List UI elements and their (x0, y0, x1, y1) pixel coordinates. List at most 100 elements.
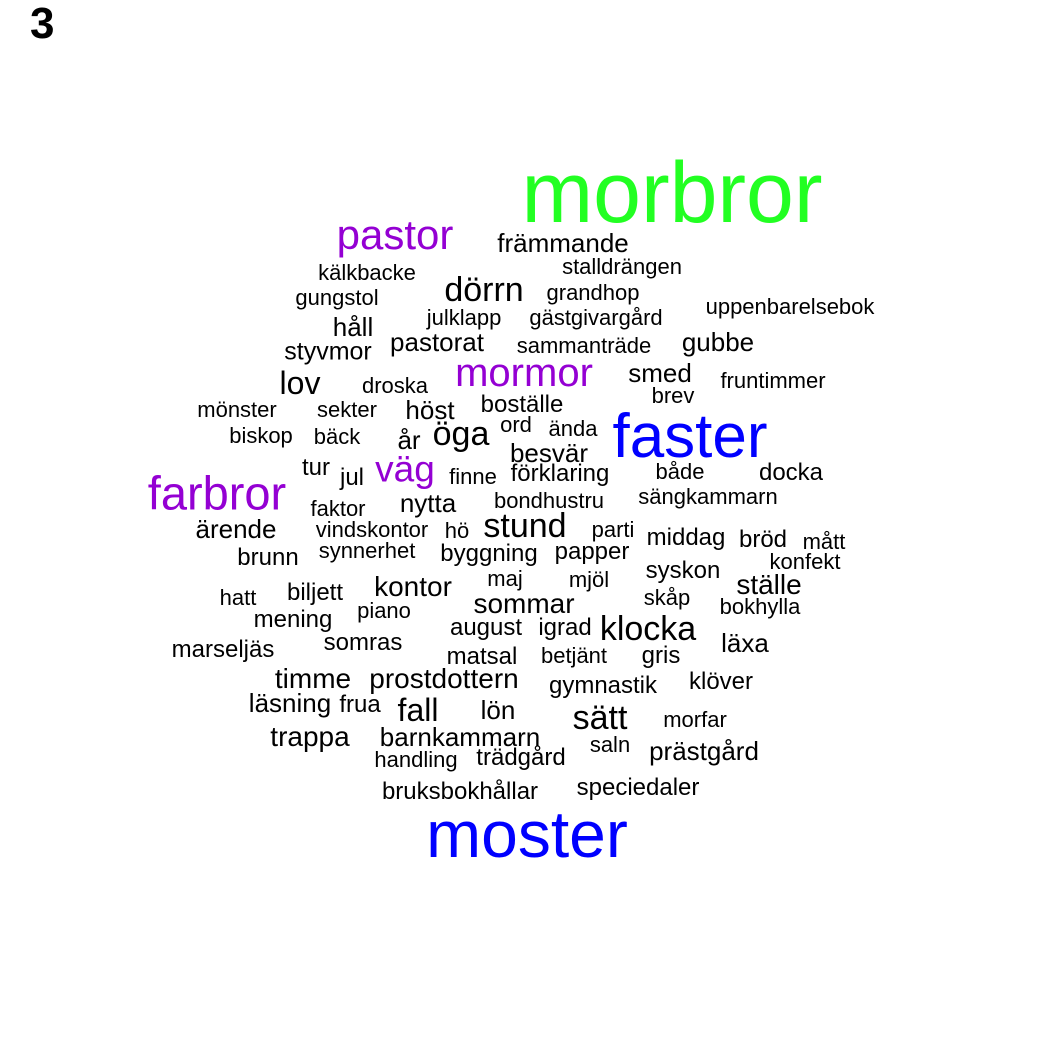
word-cloud-word: smed (628, 358, 692, 388)
word-cloud-word: bäck (313, 424, 361, 449)
word-cloud-word: ända (548, 416, 598, 441)
word-cloud-word: parti (591, 517, 635, 542)
word-cloud-word: finne (449, 464, 497, 489)
word-cloud-word: synnerhet (318, 538, 416, 563)
word-cloud-word: sätt (572, 699, 628, 737)
word-cloud-word: faster (612, 402, 768, 471)
word-cloud-word: skåp (643, 585, 691, 610)
word-cloud-word: brunn (237, 544, 299, 571)
word-cloud-word: ställe (736, 569, 802, 600)
word-cloud-word: syskon (645, 557, 721, 584)
word-cloud-word: uppenbarelsebok (705, 294, 875, 319)
word-cloud-word: fruntimmer (720, 368, 826, 393)
word-cloud-word: middag (646, 524, 726, 551)
word-cloud-word: docka (758, 459, 824, 486)
word-cloud-word: bruksbokhållar (381, 778, 539, 805)
word-cloud-word: brev (651, 383, 695, 408)
word-cloud-word: läxa (721, 628, 769, 658)
word-cloud-word: mening (253, 606, 333, 633)
word-cloud-word: julklapp (426, 305, 502, 330)
word-cloud-word: styvmor (284, 337, 372, 366)
word-cloud-word: besvär (509, 438, 589, 468)
word-cloud-word: august (449, 614, 523, 641)
word-cloud-word: gästgivargård (529, 305, 663, 330)
word-cloud-word: läsning (248, 688, 332, 718)
word-cloud-word: boställe (480, 391, 564, 418)
word-cloud-word: sammanträde (516, 333, 652, 358)
word-cloud-word: höst (405, 395, 455, 425)
word-cloud-word: timme (274, 663, 352, 694)
word-cloud-word: piano (357, 598, 411, 623)
word-cloud-word: grandhop (546, 280, 640, 305)
word-cloud-word: bondhustru (493, 488, 605, 513)
word-cloud-word: prostdottern (369, 663, 519, 694)
word-cloud-word: främmande (497, 228, 629, 258)
word-cloud-word: ord (500, 412, 532, 437)
word-cloud-word: morbror (521, 145, 823, 241)
word-cloud-word: vindskontor (315, 517, 429, 542)
word-cloud-word: kälkbacke (318, 260, 416, 285)
word-cloud-word: biljett (286, 579, 344, 606)
word-cloud-word: mönster (197, 397, 277, 422)
word-cloud-word: farbror (147, 466, 287, 520)
word-cloud-word: frua (339, 691, 381, 718)
word-cloud-word: morfar (663, 707, 727, 732)
word-cloud-word: marseljäs (171, 636, 275, 663)
word-cloud-word: tur (301, 454, 331, 481)
word-cloud-word: biskop (229, 423, 293, 448)
word-cloud-word: faktor (310, 496, 366, 521)
word-cloud-word: byggning (440, 540, 538, 567)
word-cloud-word: stalldrängen (562, 254, 682, 279)
word-cloud-word: nytta (399, 488, 457, 518)
word-cloud-word: håll (332, 312, 374, 342)
word-cloud-word: saln (589, 732, 631, 757)
word-cloud-word: somras (323, 629, 403, 656)
word-cloud-word: lön (480, 695, 516, 725)
word-cloud-word: trädgård (476, 744, 566, 771)
word-cloud-word: trappa (270, 721, 350, 752)
word-cloud-word: betjänt (540, 643, 608, 668)
word-cloud-word: lov (279, 365, 321, 401)
word-cloud-word: jul (339, 464, 365, 491)
word-cloud-word: pastor (336, 211, 454, 258)
word-cloud-word: handling (374, 747, 458, 772)
word-cloud-word: mått (802, 529, 846, 554)
word-cloud-word: år (397, 425, 421, 455)
word-cloud-word: moster (426, 797, 628, 871)
word-cloud-word: bokhylla (719, 594, 801, 619)
word-cloud-word: ärende (195, 514, 277, 544)
word-cloud-word: igrad (538, 614, 592, 641)
word-cloud-word: droska (361, 373, 429, 398)
word-cloud-word: klöver (688, 668, 754, 695)
word-cloud-word: dörrn (444, 271, 524, 309)
word-cloud-word: kontor (374, 571, 452, 602)
word-cloud-word: gymnastik (548, 672, 658, 699)
word-cloud-word: mjöl (568, 567, 610, 592)
word-cloud-word: speciedaler (576, 774, 700, 801)
word-cloud-word: både (655, 459, 705, 484)
word-cloud-word: fall (397, 692, 439, 728)
word-cloud-word: gungstol (295, 285, 379, 310)
word-cloud-word: gubbe (681, 327, 755, 357)
word-cloud-word: prästgård (649, 736, 759, 766)
word-cloud-word: hatt (219, 585, 257, 610)
word-cloud-word: matsal (446, 643, 518, 670)
word-cloud-word: pastorat (390, 327, 484, 357)
word-cloud-word: hö (444, 518, 470, 543)
panel-label: 3 (30, 0, 55, 48)
word-cloud-word: förklaring (510, 460, 610, 487)
word-cloud-word: väg (375, 448, 435, 490)
word-cloud-word: papper (554, 538, 630, 565)
word-cloud-word: konfekt (769, 549, 841, 574)
word-cloud-word: barnkammarn (379, 722, 541, 752)
word-cloud-word: mormor (455, 351, 593, 395)
word-cloud-word: öga (432, 415, 490, 453)
word-cloud-word: sängkammarn (638, 484, 778, 509)
word-cloud-word: sommar (473, 588, 575, 619)
word-cloud-word: stund (483, 507, 567, 545)
word-cloud-word: maj (487, 566, 523, 591)
word-cloud-word: bröd (738, 526, 788, 553)
word-cloud-word: klocka (599, 610, 697, 648)
word-cloud-word: gris (641, 642, 681, 669)
